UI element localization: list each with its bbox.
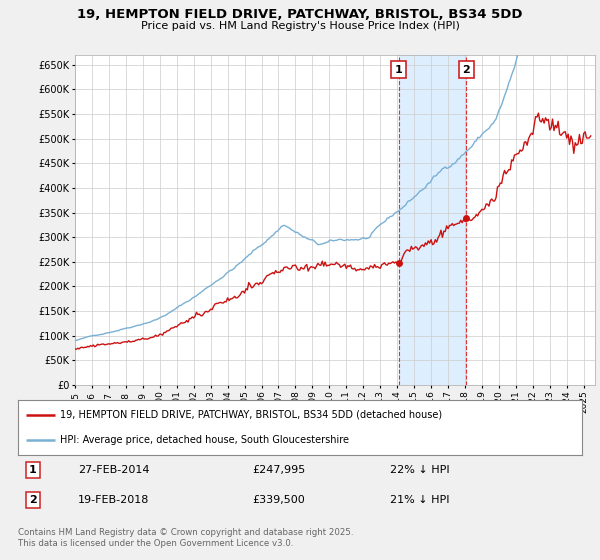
Text: £247,995: £247,995	[252, 465, 305, 475]
Text: 22% ↓ HPI: 22% ↓ HPI	[390, 465, 449, 475]
Text: 2: 2	[463, 65, 470, 75]
Bar	[398, 55, 466, 385]
Text: 1: 1	[29, 465, 37, 475]
Text: 19, HEMPTON FIELD DRIVE, PATCHWAY, BRISTOL, BS34 5DD: 19, HEMPTON FIELD DRIVE, PATCHWAY, BRIST…	[77, 8, 523, 21]
Text: 27-FEB-2014: 27-FEB-2014	[78, 465, 149, 475]
Text: HPI: Average price, detached house, South Gloucestershire: HPI: Average price, detached house, Sout…	[60, 435, 349, 445]
Text: 1: 1	[395, 65, 403, 75]
Text: Price paid vs. HM Land Registry's House Price Index (HPI): Price paid vs. HM Land Registry's House …	[140, 21, 460, 31]
Text: 19-FEB-2018: 19-FEB-2018	[78, 495, 149, 505]
Text: 19, HEMPTON FIELD DRIVE, PATCHWAY, BRISTOL, BS34 5DD (detached house): 19, HEMPTON FIELD DRIVE, PATCHWAY, BRIST…	[60, 410, 442, 420]
Text: Contains HM Land Registry data © Crown copyright and database right 2025.
This d: Contains HM Land Registry data © Crown c…	[18, 528, 353, 548]
Text: 21% ↓ HPI: 21% ↓ HPI	[390, 495, 449, 505]
Text: £339,500: £339,500	[252, 495, 305, 505]
Text: 2: 2	[29, 495, 37, 505]
